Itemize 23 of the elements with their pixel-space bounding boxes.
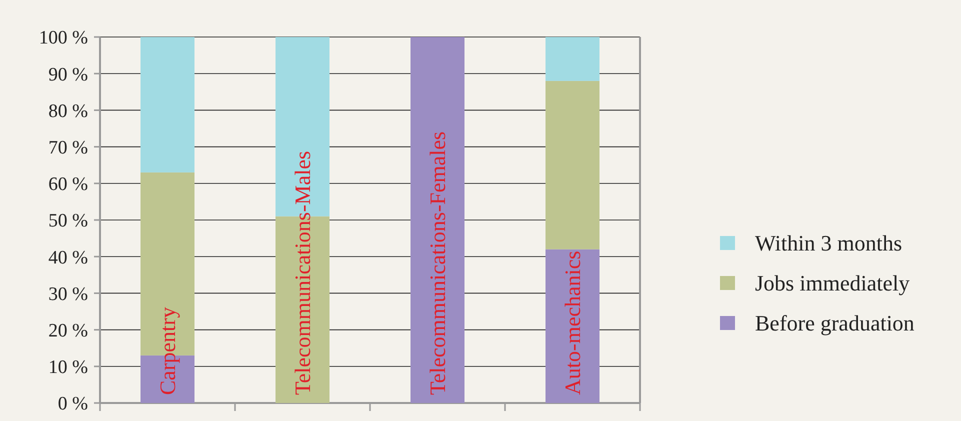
x-tick-label: Telecommunications-Males: [290, 150, 316, 395]
bar: [410, 37, 464, 403]
x-tick-label: Telecommunications-Females: [425, 131, 450, 395]
y-tick-label: 50 %: [48, 210, 88, 232]
bar: [140, 37, 194, 172]
y-tick-label: 0 %: [58, 394, 88, 415]
x-tick-label: Carpentry: [155, 307, 180, 395]
legend-label: Jobs immediately: [755, 270, 910, 296]
legend-label: Before graduation: [755, 310, 914, 336]
y-tick-label: 10 %: [48, 357, 88, 378]
y-tick-label: 70 %: [48, 137, 88, 158]
y-tick-label: 30 %: [48, 284, 88, 305]
y-tick-label: 40 %: [48, 247, 88, 268]
bar: [546, 249, 600, 403]
y-tick-label: 60 %: [48, 174, 88, 196]
y-tick-label: 80 %: [48, 100, 88, 122]
bar: [546, 37, 600, 81]
y-tick-label: 20 %: [48, 320, 88, 342]
bar: [546, 80, 600, 250]
legend-label: Within 3 months: [755, 230, 902, 256]
y-tick-label: 90 %: [48, 64, 88, 86]
x-tick-label: Auto-mechanics: [560, 250, 586, 395]
y-tick-label: 100 %: [38, 28, 88, 49]
